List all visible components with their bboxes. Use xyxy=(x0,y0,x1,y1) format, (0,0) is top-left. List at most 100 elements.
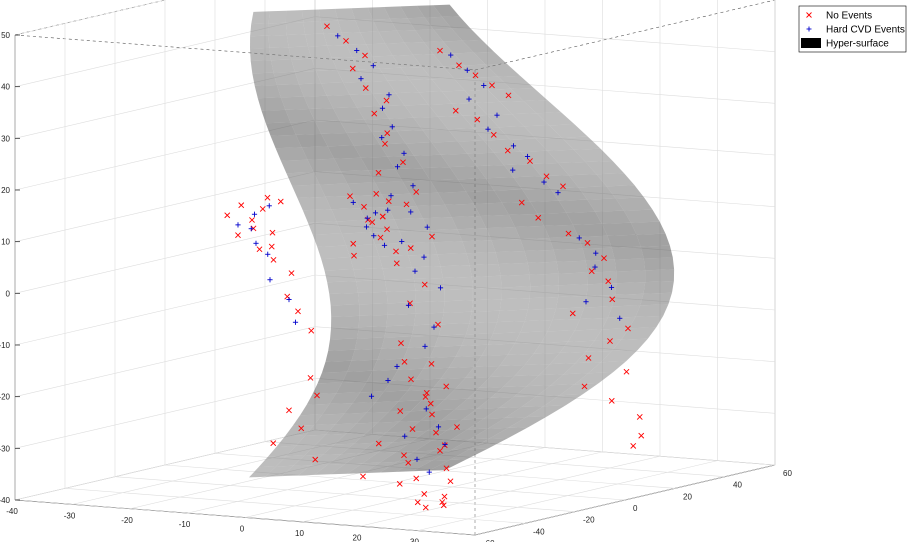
surface-patch xyxy=(440,153,477,168)
point-no-event xyxy=(447,478,454,485)
surface-patch xyxy=(321,133,354,147)
surface-patch xyxy=(414,440,451,452)
surface-patch xyxy=(388,400,422,412)
surface-patch xyxy=(375,181,410,195)
surface-patch xyxy=(257,97,286,111)
surface-patch xyxy=(385,279,416,292)
point-cvd-event xyxy=(364,215,370,221)
x-tick-label: -30 xyxy=(64,511,76,520)
legend-item[interactable]: No Events xyxy=(806,11,873,22)
legend-label: Hard CVD Events xyxy=(826,25,905,36)
surface-patch xyxy=(582,247,615,261)
surface-patch xyxy=(343,81,373,95)
surface-patch xyxy=(466,252,499,266)
point-no-event xyxy=(433,429,439,436)
surface-patch xyxy=(480,214,516,229)
y-tick-label: 40 xyxy=(733,481,742,490)
surface-patch xyxy=(635,304,669,317)
surface-patch xyxy=(513,385,551,397)
point-cvd-event xyxy=(388,193,394,199)
surface-patch xyxy=(487,417,527,429)
point-no-event xyxy=(371,110,378,117)
surface-patch xyxy=(291,58,316,72)
surface-patch xyxy=(265,122,296,136)
z-tick-label: 20 xyxy=(1,186,10,195)
surface-patch xyxy=(588,361,627,374)
surface-patch xyxy=(473,51,507,65)
surface-patch xyxy=(443,65,476,79)
surface-patch xyxy=(471,299,502,312)
surface-patch xyxy=(372,358,404,371)
surface-patch xyxy=(362,452,397,464)
surface-patch xyxy=(531,163,569,177)
surface-patch xyxy=(601,316,636,330)
point-no-event xyxy=(397,408,404,414)
point-no-event xyxy=(584,240,591,246)
surface-patch xyxy=(275,455,305,467)
surface-patch xyxy=(451,216,487,230)
surface-patch xyxy=(530,200,567,214)
surface-patch xyxy=(441,90,476,104)
x-tick-label: 30 xyxy=(410,538,419,542)
surface-patch xyxy=(352,391,384,404)
surface-patch xyxy=(558,199,596,213)
surface-patch xyxy=(451,438,490,450)
surface-patch xyxy=(416,204,452,219)
surface-patch xyxy=(409,192,445,206)
point-cvd-event xyxy=(524,153,531,160)
surface-patch xyxy=(536,112,575,126)
surface-patch xyxy=(408,254,441,268)
legend-patch xyxy=(801,38,821,48)
surface-patch xyxy=(483,139,521,153)
surface-patch xyxy=(411,266,443,279)
surface-patch xyxy=(520,320,553,333)
surface-patch xyxy=(380,105,414,119)
surface-patch xyxy=(510,88,548,101)
surface-patch xyxy=(330,463,363,475)
surface-patch xyxy=(414,312,444,326)
surface-patch xyxy=(487,114,524,128)
point-no-event xyxy=(625,325,631,332)
surface-patch xyxy=(584,294,616,308)
surface-patch xyxy=(526,405,566,418)
hyper-surface xyxy=(249,4,675,478)
surface-patch xyxy=(479,376,515,388)
point-no-event xyxy=(347,193,353,200)
surface-patch xyxy=(250,35,270,49)
surface-patch xyxy=(358,314,388,328)
surface-patch xyxy=(503,164,542,178)
point-cvd-event xyxy=(350,199,356,205)
point-no-event xyxy=(377,234,384,241)
surface-patch xyxy=(430,179,466,193)
point-no-event xyxy=(373,190,380,197)
point-no-event xyxy=(375,440,382,447)
surface-patch xyxy=(457,228,492,242)
surface-patch xyxy=(543,394,583,407)
surface-patch xyxy=(462,407,500,420)
surface-patch xyxy=(388,206,423,220)
surface-patch xyxy=(404,242,438,256)
surface-patch xyxy=(488,332,521,345)
point-cvd-event xyxy=(265,251,271,257)
surface-patch xyxy=(356,106,389,120)
surface-patch xyxy=(466,322,498,335)
legend-item[interactable]: Hard CVD Events xyxy=(806,25,905,36)
point-cvd-event xyxy=(354,47,360,54)
legend-item[interactable]: Hyper-surface xyxy=(801,38,889,50)
surface-patch xyxy=(314,413,345,425)
surface-patch xyxy=(511,113,550,127)
surface-patch xyxy=(450,428,488,440)
point-no-event xyxy=(384,130,391,137)
legend[interactable]: No Events Hard CVD Events Hyper-surface xyxy=(798,5,907,53)
point-cvd-event xyxy=(494,112,500,118)
surface-patch xyxy=(407,17,434,31)
surface-patch xyxy=(549,124,588,138)
surface-patch xyxy=(433,4,460,17)
surface-patch xyxy=(587,271,617,285)
tick-labels: -40 -30 -20 -10 0 10 20 30 40 50 -40 -30 -20 -10 0 10 20… xyxy=(0,31,792,547)
point-cvd-event xyxy=(235,222,241,228)
surface-patch xyxy=(379,461,415,473)
point-no-event xyxy=(401,358,408,365)
surface-patch xyxy=(413,116,448,131)
grid-line-y xyxy=(64,488,526,524)
